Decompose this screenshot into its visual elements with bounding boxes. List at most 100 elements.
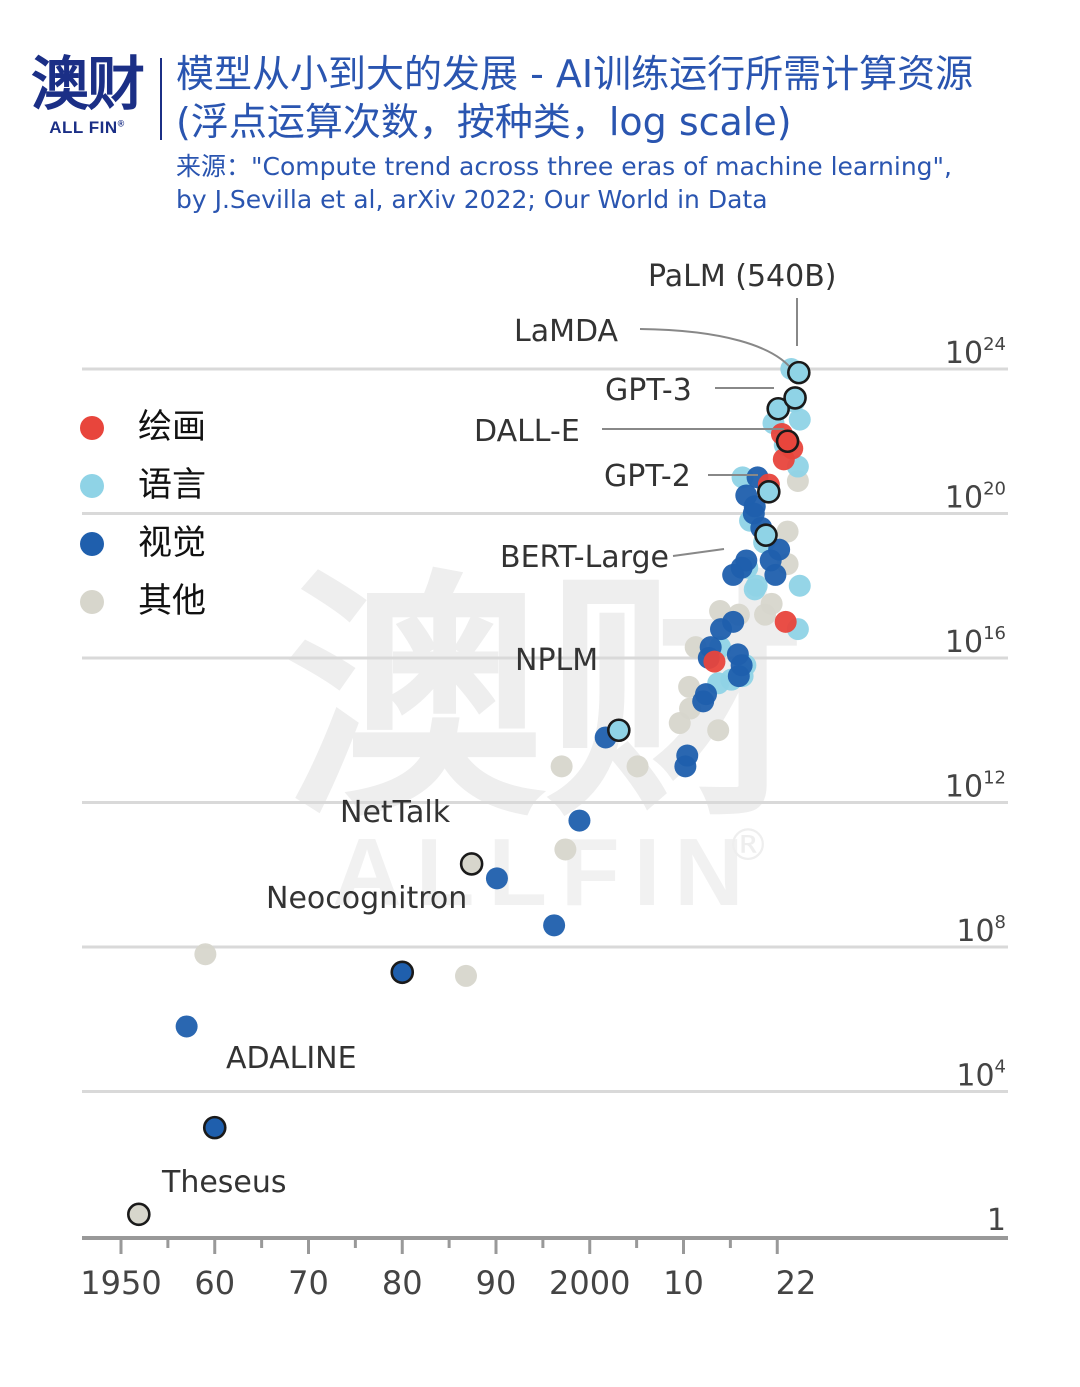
legend-swatch xyxy=(80,416,104,440)
model-label: GPT-3 xyxy=(605,373,692,408)
y-tick-label: 1016 xyxy=(945,623,1006,660)
y-tick-exponent: 4 xyxy=(995,1057,1006,1078)
legend-swatch xyxy=(80,590,104,614)
x-tick-label: 1950 xyxy=(80,1264,161,1302)
y-tick-base: 10 xyxy=(956,1059,994,1094)
model-label: NPLM xyxy=(515,643,598,678)
legend: 绘画 语言 视觉 其他 xyxy=(76,402,246,634)
logo-english-name: ALL FIN xyxy=(49,118,118,137)
data-point-vision xyxy=(175,1015,198,1038)
data-point-vision xyxy=(726,643,749,666)
y-tick-label: 1 xyxy=(987,1203,1006,1238)
registered-mark: ® xyxy=(117,118,125,129)
highlighted-point xyxy=(390,960,415,985)
x-tick-label: 80 xyxy=(382,1264,423,1302)
model-label: GPT-2 xyxy=(604,459,691,494)
y-tick-exponent: 20 xyxy=(983,479,1006,500)
watermark-registered-mark: ® xyxy=(726,820,770,871)
highlighted-point xyxy=(754,523,778,547)
model-label: Neocognitron xyxy=(266,881,467,916)
legend-label: 视觉 xyxy=(138,523,206,563)
model-label: BERT-Large xyxy=(500,540,669,575)
annotations: Theseus ADALINE Neocognitron NetTalk NPLM BER… xyxy=(127,259,837,1227)
legend-item-vision: 视觉 xyxy=(76,518,246,576)
y-tick-label: 1020 xyxy=(945,479,1006,516)
chart-title-line1: 模型从小到大的发展 - AI训练运行所需计算资源 xyxy=(176,52,974,96)
legend-label: 语言 xyxy=(138,465,206,505)
data-point-language xyxy=(788,574,811,597)
highlighted-point xyxy=(783,386,807,410)
x-tick-label: 10 xyxy=(663,1264,704,1302)
data-point-other xyxy=(626,755,649,778)
data-point-vision xyxy=(485,867,508,890)
x-tick-label: 90 xyxy=(476,1264,517,1302)
highlighted-point xyxy=(757,480,781,504)
leader-line xyxy=(672,548,725,557)
data-point-vision xyxy=(743,495,766,518)
header: 澳财 ALL FIN® 模型从小到大的发展 - AI训练运行所需计算资源 (浮点… xyxy=(0,0,1080,230)
y-tick-label: 1012 xyxy=(945,768,1006,805)
model-label: PaLM (540B) xyxy=(648,259,837,294)
y-tick-exponent: 8 xyxy=(995,912,1006,933)
model-label: NetTalk xyxy=(340,795,451,830)
data-point-vision xyxy=(543,914,566,937)
data-point-other xyxy=(707,719,730,742)
data-point-vision xyxy=(722,610,745,633)
y-tick-exponent: 16 xyxy=(983,623,1006,644)
chart-source: 来源："Compute trend across three eras of m… xyxy=(176,150,1066,216)
highlighted-point xyxy=(775,429,800,454)
model-label: DALL-E xyxy=(474,414,580,449)
legend-item-language: 语言 xyxy=(76,460,246,518)
data-point-vision xyxy=(764,563,787,586)
legend-swatch xyxy=(80,532,104,556)
chart-title: 模型从小到大的发展 - AI训练运行所需计算资源 (浮点运算次数，按种类，log… xyxy=(176,50,1066,146)
legend-swatch xyxy=(80,474,104,498)
model-label: Theseus xyxy=(161,1165,287,1200)
data-point-other xyxy=(194,943,217,966)
y-tick-base: 10 xyxy=(945,625,983,660)
highlighted-point xyxy=(787,360,811,385)
data-point-vision xyxy=(676,744,699,767)
data-point-language xyxy=(743,578,766,601)
y-tick-base: 10 xyxy=(945,481,983,516)
y-tick-label: 104 xyxy=(956,1057,1006,1094)
data-point-other xyxy=(455,964,477,987)
model-label: LaMDA xyxy=(514,314,619,349)
data-point-other xyxy=(678,675,701,698)
highlighted-point xyxy=(202,1115,227,1140)
gridlines xyxy=(82,367,1008,1093)
x-axis: 1950 60 70 80 90 2000 10 22 xyxy=(80,1236,1008,1302)
highlighted-point xyxy=(127,1202,151,1227)
source-line1: 来源："Compute trend across three eras of m… xyxy=(176,152,953,181)
data-point-other xyxy=(760,592,783,615)
y-tick-label: 1024 xyxy=(945,334,1006,371)
x-tick-label: 22 xyxy=(776,1264,817,1302)
y-tick-label: 108 xyxy=(956,912,1006,949)
legend-label: 绘画 xyxy=(138,407,206,447)
data-point-drawing xyxy=(703,650,726,673)
source-line2: by J.Sevilla et al, arXiv 2022; Our Worl… xyxy=(176,185,768,214)
data-point-language xyxy=(788,408,811,431)
logo-chinese-text: 澳财 xyxy=(30,50,145,118)
legend-label: 其他 xyxy=(138,581,206,621)
data-points xyxy=(175,358,811,1139)
highlighted-point xyxy=(766,396,790,421)
allfin-logo: 澳财 ALL FIN® xyxy=(22,52,152,142)
y-tick-exponent: 12 xyxy=(983,768,1006,789)
data-point-vision xyxy=(722,563,745,586)
data-point-drawing xyxy=(774,610,797,633)
leader-line xyxy=(639,328,795,373)
model-label: ADALINE xyxy=(226,1041,357,1076)
data-point-other xyxy=(554,838,577,861)
watermark-english: ALLFIN xyxy=(332,819,757,926)
y-tick-base: 10 xyxy=(956,914,994,949)
data-point-vision xyxy=(568,809,591,832)
legend-item-other: 其他 xyxy=(76,576,246,634)
x-tick-label: 60 xyxy=(194,1264,235,1302)
x-tick-label: 70 xyxy=(288,1264,329,1302)
chart-title-line2: (浮点运算次数，按种类，log scale) xyxy=(176,100,792,144)
data-point-vision xyxy=(695,683,717,706)
highlighted-point xyxy=(459,852,484,876)
